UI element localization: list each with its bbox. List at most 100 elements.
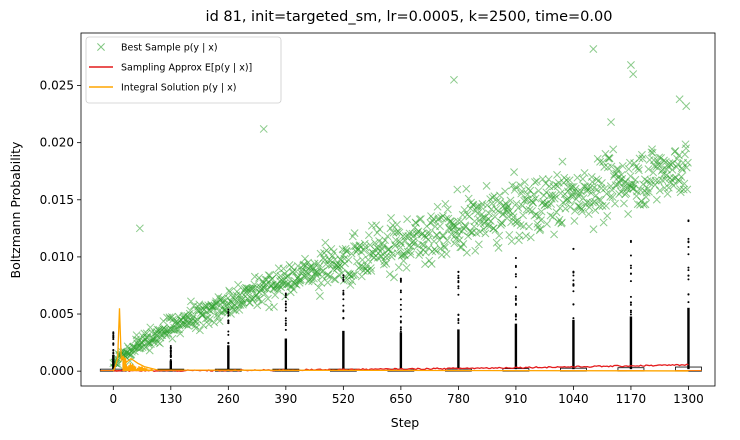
scatter-point — [531, 194, 540, 203]
scatter-point — [194, 302, 203, 311]
outlier-point — [572, 247, 575, 250]
scatter-point — [443, 236, 452, 245]
legend-marker-x — [97, 43, 105, 51]
scatter-point — [509, 213, 518, 222]
outlier-point — [514, 265, 517, 268]
outlier-point — [687, 240, 690, 243]
scatter-point — [453, 185, 462, 194]
outlier-point — [169, 345, 172, 348]
chart-title: id 81, init=targeted_sm, lr=0.0005, k=25… — [206, 9, 613, 25]
scatter-point — [485, 222, 494, 231]
scatter-point — [652, 195, 661, 204]
scatter-point — [210, 318, 219, 327]
scatter-point — [529, 190, 538, 199]
scatter-point — [300, 272, 309, 281]
scatter-point — [600, 184, 609, 193]
scatter-point — [648, 148, 657, 157]
scatter-point — [402, 232, 410, 241]
scatter-point — [470, 217, 479, 226]
outlier-point — [399, 291, 402, 294]
scatter-point — [550, 230, 559, 239]
scatter-point — [261, 289, 269, 298]
scatter-point — [364, 255, 373, 264]
outlier-point — [112, 348, 115, 351]
scatter-point — [664, 183, 673, 192]
scatter-point — [492, 238, 501, 247]
scatter-point — [646, 179, 655, 188]
scatter-point — [385, 270, 394, 279]
scatter-point — [516, 181, 524, 190]
scatter-point — [520, 178, 529, 187]
scatter-point — [629, 70, 638, 79]
outlier-point — [687, 293, 690, 296]
scatter-point — [626, 172, 635, 181]
scatter-point — [606, 192, 615, 201]
outlier-point — [629, 239, 632, 242]
legend: Best Sample p(y | x) Sampling Approx E[p(… — [85, 36, 282, 104]
scatter-point — [442, 214, 450, 223]
y-axis: 0.000 0.005 0.010 0.015 0.020 0.025 — [40, 79, 81, 378]
outlier-point — [457, 313, 460, 316]
scatter-point — [465, 227, 474, 236]
scatter-point — [582, 198, 591, 207]
outlier-point — [284, 309, 287, 312]
scatter-point — [481, 229, 490, 238]
scatter-point — [572, 195, 581, 204]
scatter-point — [366, 264, 375, 273]
scatter-point — [607, 118, 615, 127]
scatter-point — [666, 160, 675, 169]
scatter-point — [402, 263, 411, 272]
scatter-point — [536, 224, 545, 233]
scatter-point — [127, 347, 136, 356]
scatter-point — [482, 181, 491, 190]
outlier-point — [629, 254, 632, 257]
scatter-point — [360, 239, 369, 248]
scatter-point — [440, 242, 449, 250]
scatter-point — [528, 206, 536, 215]
scatter-point — [680, 150, 689, 159]
x-tick-label: 780 — [447, 392, 470, 406]
scatter-point — [347, 249, 356, 258]
scatter-point — [437, 250, 446, 259]
scatter-point — [565, 196, 573, 205]
scatter-point — [428, 217, 437, 226]
scatter-point — [682, 102, 691, 111]
scatter-point — [289, 285, 298, 294]
scatter-point — [589, 225, 598, 234]
scatter-point — [379, 260, 388, 269]
y-axis-label: Boltzmann Probability — [8, 141, 23, 278]
outlier-point — [629, 264, 632, 267]
scatter-point — [453, 217, 462, 226]
scatter-point — [292, 267, 301, 276]
scatter-point — [501, 187, 510, 196]
scatter-point — [421, 248, 430, 257]
scatter-point — [534, 186, 543, 195]
outlier-point — [169, 355, 172, 358]
outlier-point — [112, 331, 115, 334]
scatter-point — [133, 344, 142, 353]
scatter-point — [568, 190, 577, 199]
outlier-point — [227, 330, 230, 333]
outlier-point — [399, 320, 402, 323]
outlier-point — [572, 317, 575, 320]
scatter-point — [424, 235, 433, 244]
scatter-point — [393, 220, 401, 229]
scatter-point — [459, 240, 468, 248]
scatter-point — [176, 329, 185, 338]
scatter-point — [186, 297, 195, 306]
outlier-point — [399, 330, 402, 333]
scatter-point — [195, 326, 204, 335]
scatter-point — [258, 297, 266, 306]
scatter-point — [315, 262, 324, 271]
scatter-point — [146, 323, 155, 332]
outlier-point — [629, 303, 632, 306]
scatter-point — [140, 329, 149, 338]
scatter-point — [498, 219, 507, 228]
scatter-point — [225, 288, 234, 296]
scatter-point — [667, 175, 676, 184]
scatter-point — [536, 216, 545, 225]
scatter-point — [203, 314, 212, 323]
outlier-point — [284, 328, 287, 331]
scatter-point — [599, 218, 608, 227]
outlier-point — [457, 293, 460, 296]
